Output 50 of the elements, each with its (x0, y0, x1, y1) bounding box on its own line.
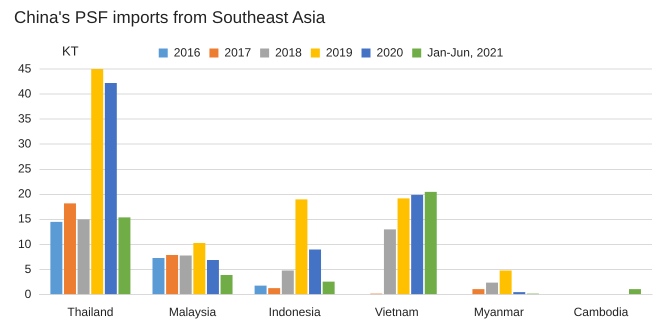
bar (91, 69, 104, 294)
x-tick-label: Thailand (67, 305, 114, 320)
bar (180, 255, 192, 294)
bar (104, 83, 117, 294)
bar (50, 222, 62, 294)
bar (384, 229, 396, 294)
bar (411, 194, 424, 294)
bar (424, 192, 437, 294)
bar (166, 254, 178, 294)
bar (322, 282, 335, 294)
bar (118, 217, 130, 294)
legend-label: 2019 (326, 45, 353, 60)
chart-title: China's PSF imports from Southeast Asia (14, 8, 326, 28)
y-tick-label: 20 (18, 186, 32, 201)
bar (282, 270, 294, 294)
x-tick-label: Myanmar (474, 305, 524, 320)
bar (268, 288, 280, 294)
y-axis-title: KT (62, 44, 79, 59)
x-tick-label: Cambodia (574, 305, 629, 320)
bar (220, 275, 233, 294)
bar (193, 242, 206, 294)
y-tick-label: 25 (18, 162, 32, 176)
y-tick-label: 15 (18, 212, 32, 226)
bar (64, 203, 76, 294)
x-tick-label: Indonesia (268, 305, 321, 320)
bar (500, 270, 512, 294)
y-tick-label: 35 (18, 111, 32, 126)
bar (628, 289, 641, 294)
legend-label: 2018 (275, 45, 302, 60)
bar (254, 286, 267, 294)
legend-label: 2020 (376, 45, 404, 60)
y-tick-label: 0 (24, 286, 32, 301)
legend-label: 2016 (174, 45, 201, 60)
y-tick-label: 30 (18, 136, 32, 151)
y-tick-label: 40 (18, 86, 32, 100)
y-tick-label: 5 (24, 262, 32, 276)
x-tick-label: Malaysia (168, 305, 217, 320)
y-tick-label: 45 (18, 61, 32, 76)
x-tick-label: Vietnam (374, 305, 419, 320)
legend-label: 2017 (224, 45, 252, 60)
bar (295, 199, 308, 294)
y-tick-label: 10 (18, 236, 32, 251)
legend-label: Jan-Jun, 2021 (427, 45, 504, 60)
bar (309, 249, 322, 294)
bar (486, 282, 498, 294)
bar (398, 198, 410, 294)
bar (472, 289, 484, 294)
bar (152, 258, 164, 294)
bar (78, 219, 90, 294)
bar (206, 260, 219, 294)
